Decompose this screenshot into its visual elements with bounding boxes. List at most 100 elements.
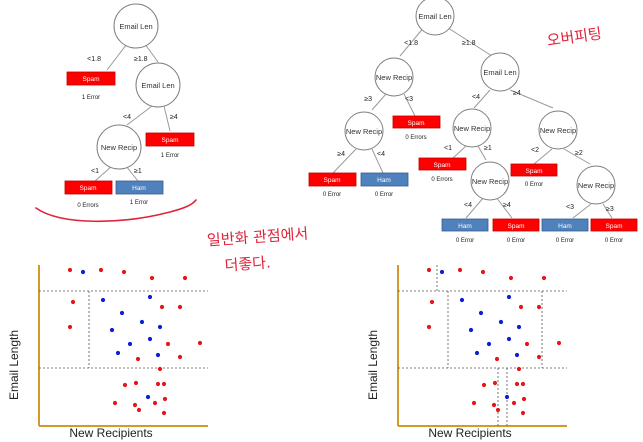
left-node-2 [135, 62, 181, 108]
right-split-nl-right: <3 [405, 96, 413, 103]
left-node-3-label: New Recip [101, 143, 137, 152]
blue-point-11 [119, 310, 125, 316]
red-point-23 [177, 354, 183, 360]
right-split-root-right: ≥1.8 [462, 40, 476, 47]
blue-point-1 [80, 269, 86, 275]
red-point-0 [67, 267, 73, 273]
red-point-28 [520, 381, 526, 387]
red-point-0 [426, 267, 432, 273]
red-point-9 [159, 304, 165, 310]
left-leaf-spam-3 [64, 180, 113, 195]
red-point-27 [155, 381, 161, 387]
red-point-30 [471, 400, 477, 406]
left-leaf-spam-1 [66, 71, 116, 86]
right-leaf-c-errors: 0 Errors [405, 135, 426, 141]
red-point-30 [112, 400, 118, 406]
right-root-node [415, 0, 455, 36]
left-split2-left: <4 [123, 114, 131, 121]
right-node-rrr-label: New Recip [578, 181, 614, 190]
right-split-nr-left: <4 [472, 94, 480, 101]
right-leaf-e-label: Ham [458, 223, 472, 230]
red-point-25 [481, 382, 487, 388]
right-node-l [374, 57, 414, 97]
right-leaf-i-errors: 0 Error [605, 238, 623, 244]
right-leaf-f [492, 218, 540, 232]
red-point-5 [541, 275, 547, 281]
right-split-nll-left: ≥4 [337, 151, 345, 158]
red-point-3 [480, 269, 486, 275]
red-point-35 [520, 410, 526, 416]
right-split-nrrr-left: <3 [566, 204, 574, 211]
right-node-ll-label: New Recip [346, 127, 382, 136]
right-leaf-h-label: Ham [558, 223, 572, 230]
red-point-24 [157, 366, 163, 372]
red-point-9 [518, 304, 524, 310]
right-plot-points [426, 267, 562, 416]
blue-point-22 [514, 352, 520, 358]
left-node-3 [96, 124, 142, 170]
red-point-15 [67, 324, 73, 330]
right-node-rl [452, 108, 492, 148]
blue-point-29 [145, 394, 151, 400]
blue-point-1 [439, 269, 445, 275]
left-root-label: Email Len [119, 22, 152, 31]
red-point-19 [197, 340, 203, 346]
blue-point-16 [486, 341, 492, 347]
left-split1-left: <1.8 [87, 56, 101, 63]
generalization-note-line2: 더좋다. [224, 253, 271, 274]
left-leaf-ham [115, 180, 164, 195]
right-node-rlr-label: New Recip [472, 177, 508, 186]
left-split1-right: ≥1.8 [134, 56, 148, 63]
left-node-2-label: Email Len [141, 81, 174, 90]
red-point-31 [132, 402, 138, 408]
red-point-21 [135, 356, 141, 362]
right-split-nrr-left: <2 [531, 147, 539, 154]
red-point-3 [121, 269, 127, 275]
right-leaf-c [392, 115, 441, 129]
right-split-nrl-left: <1 [444, 145, 452, 152]
left-split3-left: <1 [91, 168, 99, 175]
right-leaf-h-errors: 0 Error [556, 238, 574, 244]
red-point-28 [161, 381, 167, 387]
right-leaf-c-label: Spam [408, 120, 425, 127]
left-leaf-spam-2-label: Spam [162, 137, 179, 144]
right-leaf-b-label: Ham [377, 177, 391, 184]
right-split-nrlr-right: ≥4 [503, 202, 511, 209]
blue-point-8 [147, 294, 153, 300]
blue-point-8 [506, 294, 512, 300]
right-leaf-d-label: Spam [434, 162, 451, 169]
right-node-rrr [576, 165, 616, 205]
right-root-label: Email Len [418, 12, 451, 21]
right-leaf-b-errors: 0 Error [375, 192, 393, 198]
red-point-25 [122, 382, 128, 388]
right-split-root-left: <1.8 [404, 40, 418, 47]
red-point-19 [556, 340, 562, 346]
right-leaf-e [441, 218, 489, 232]
red-point-2 [457, 267, 463, 273]
left-leaf-spam-2-errors: 1 Error [161, 153, 179, 159]
left-plot-x-label: New Recipients [69, 426, 152, 440]
right-split-nrl-right: ≥1 [484, 145, 492, 152]
blue-point-14 [516, 324, 522, 330]
blue-point-20 [115, 350, 121, 356]
left-plot-points [67, 267, 203, 416]
right-split-nrlr-left: <4 [464, 202, 472, 209]
right-plot-x-label: New Recipients [428, 426, 511, 440]
right-leaf-a-errors: 0 Error [323, 192, 341, 198]
right-leaf-a [308, 172, 357, 187]
blue-point-13 [468, 327, 474, 333]
left-leaf-spam-3-label: Spam [80, 185, 97, 192]
blue-point-13 [109, 327, 115, 333]
blue-point-11 [478, 310, 484, 316]
right-leaf-e-errors: 0 Error [456, 238, 474, 244]
red-point-34 [495, 407, 501, 413]
right-tree: Email Len <1.8 ≥1.8 New Recip ≥3 <3 New … [308, 0, 638, 244]
red-point-27 [514, 381, 520, 387]
red-point-23 [536, 354, 542, 360]
red-point-31 [491, 402, 497, 408]
red-point-5 [182, 275, 188, 281]
right-split-nr-right: ≥4 [513, 90, 521, 97]
right-leaf-h [541, 218, 589, 232]
red-point-24 [516, 366, 522, 372]
